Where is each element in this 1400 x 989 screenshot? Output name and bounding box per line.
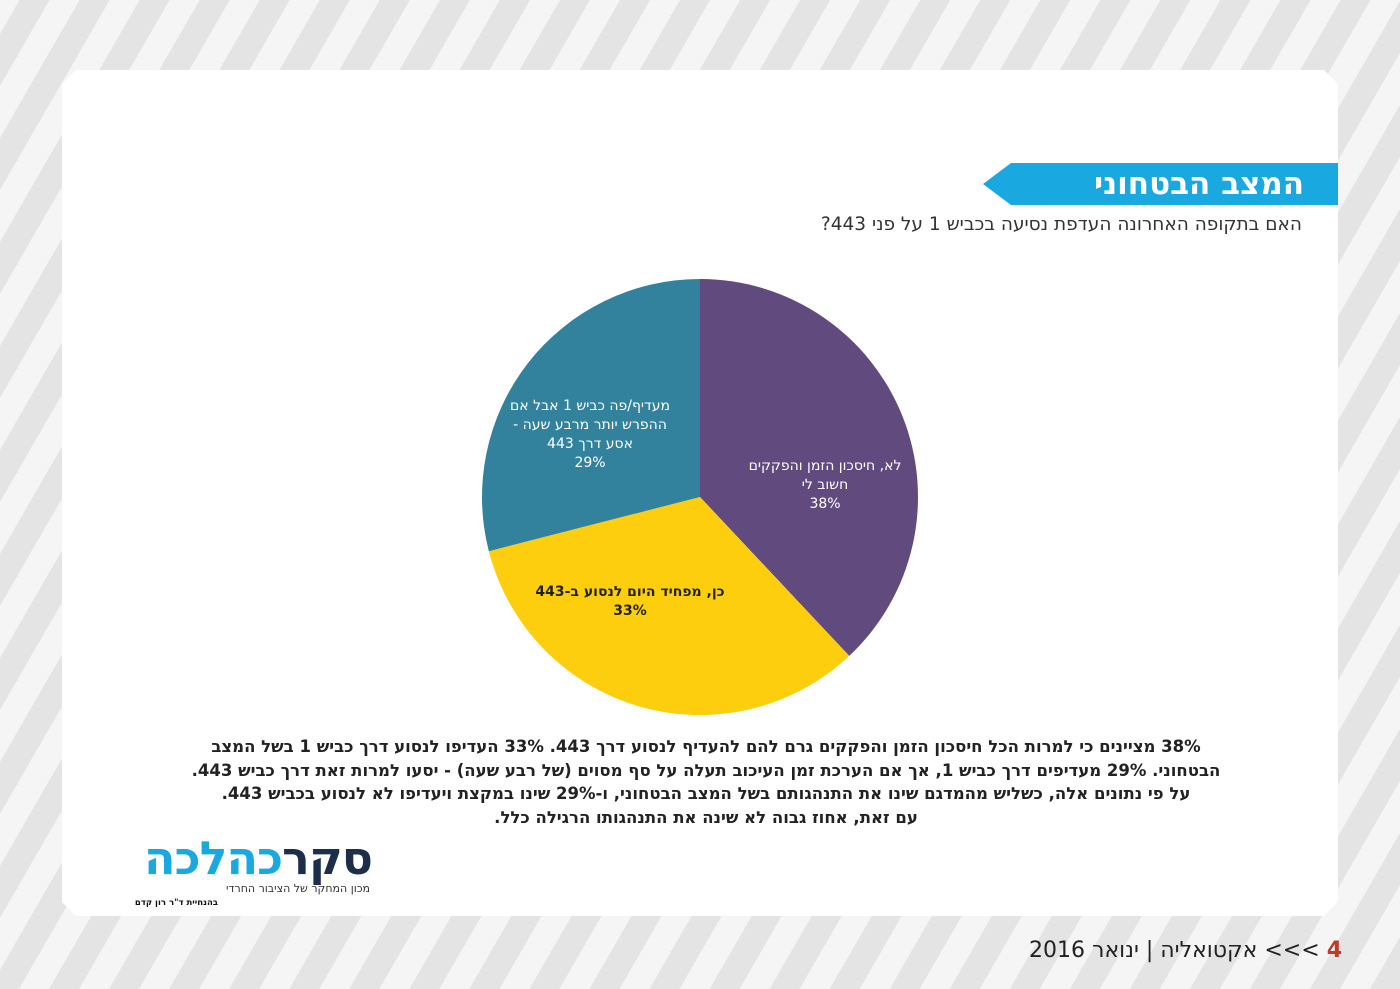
footer-separator: | bbox=[1145, 938, 1154, 963]
page-number: 4 bbox=[1326, 938, 1342, 963]
footer-arrows: >>> bbox=[1264, 938, 1320, 963]
pie-chart: לא, חיסכון הזמן והפקקים חשוב לי 38% כן, מפח… bbox=[482, 279, 918, 715]
pie-slice bbox=[482, 279, 700, 552]
pie-slice bbox=[700, 279, 918, 656]
slice-label: כן, מפחיד היום לנסוע ב-443 33% bbox=[535, 584, 724, 619]
survey-question: האם בתקופה האחרונה העדפת נסיעה בכביש 1 ע… bbox=[820, 214, 1302, 235]
summary-line: על פי נתונים אלה, כשליש מהמדגם שינו את ה… bbox=[221, 784, 1191, 803]
section-banner: המצב הבטחוני bbox=[983, 163, 1338, 205]
summary-line: 38% מציינים כי למרות הכל חיסכון הזמן והפ… bbox=[211, 737, 1201, 756]
logo-subtitle: מכון המחקר של הציבור החרדי bbox=[226, 882, 370, 895]
slice-label: מעדיף/פה כביש 1 אבל אם ההפרש יותר מרבע שע… bbox=[510, 398, 670, 471]
slice-label: לא, חיסכון הזמן והפקקים חשוב לי 38% bbox=[749, 458, 902, 512]
pie-slice bbox=[488, 497, 850, 715]
summary-text: 38% מציינים כי למרות הכל חיסכון הזמן והפ… bbox=[180, 735, 1232, 829]
logo: סקרכהלכה מכון המחקר של הציבור החרדי בהנח… bbox=[108, 832, 378, 910]
logo-credit: בהנחיית ד"ר רון קדם bbox=[134, 898, 218, 908]
footer-section: אקטואליה bbox=[1160, 938, 1258, 963]
summary-line: הבטחוני. 29% מעדיפים דרך כביש 1, אך אם ה… bbox=[191, 760, 1221, 780]
page-footer: 4 >>> אקטואליה | ינואר 2016 bbox=[1029, 938, 1342, 963]
logo-wordmark: סקרכהלכה bbox=[144, 831, 373, 885]
footer-date: ינואר 2016 bbox=[1029, 938, 1139, 963]
summary-line: עם זאת, אחוז גבוה לא שינה את התנהגותו הר… bbox=[494, 807, 918, 827]
logo-word-dark: סקר bbox=[282, 831, 373, 885]
logo-word-blue: כהלכה bbox=[144, 831, 283, 885]
banner-title: המצב הבטחוני bbox=[1093, 166, 1304, 202]
